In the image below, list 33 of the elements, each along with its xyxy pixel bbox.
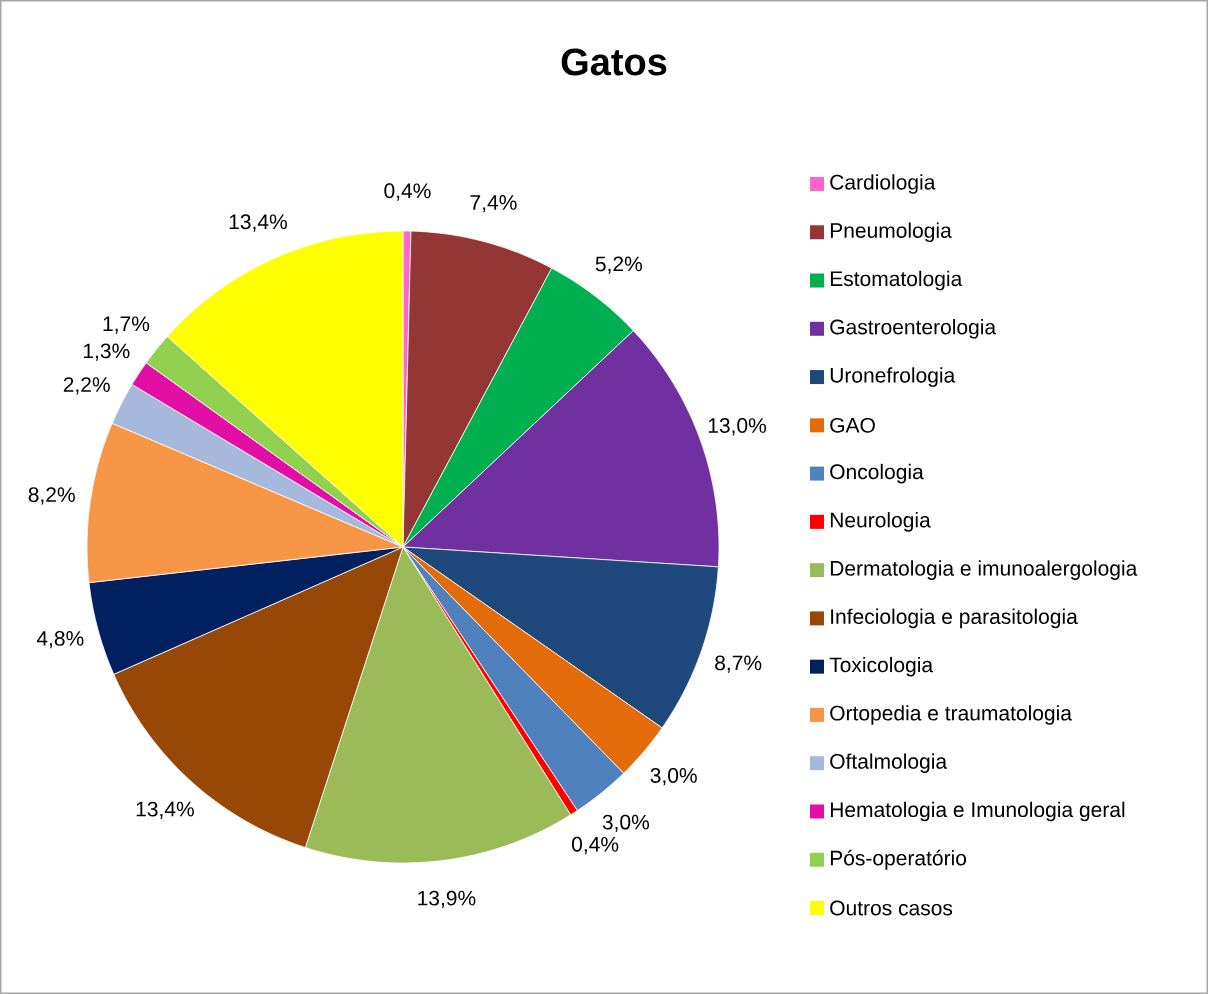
legend-label: Pós-operatório bbox=[830, 849, 967, 870]
data-label: 8,7% bbox=[715, 655, 762, 673]
data-label: 2,2% bbox=[63, 377, 110, 395]
data-label: 1,7% bbox=[103, 316, 150, 334]
data-label: 13,0% bbox=[708, 418, 767, 436]
data-label: 8,2% bbox=[28, 487, 75, 505]
legend-label: Dermatologia e imunoalergologia bbox=[830, 560, 1138, 580]
data-label: 3,0% bbox=[650, 768, 697, 786]
legend-label: Neurologia bbox=[830, 512, 931, 532]
legend-label: Pneumologia bbox=[830, 222, 952, 243]
legend-label: Cardiologia bbox=[830, 174, 936, 194]
legend-label: Uronefrologia bbox=[830, 367, 956, 387]
legend-label: Estomatologia bbox=[830, 270, 963, 291]
data-label: 0,4% bbox=[384, 183, 431, 201]
legend-label: Ortopedia e traumatologia bbox=[830, 705, 1072, 725]
data-label: 13,4% bbox=[136, 801, 194, 819]
data-label: 3,0% bbox=[602, 814, 650, 833]
legend-label: Toxicologia bbox=[829, 656, 934, 677]
legend-label: Hematologia e Imunologia geral bbox=[830, 801, 1125, 822]
data-label: 13,9% bbox=[418, 890, 476, 909]
data-label: 4,8% bbox=[36, 630, 84, 649]
legend-label: Outros casos bbox=[830, 900, 953, 916]
legend-label: GAO bbox=[830, 417, 875, 433]
data-label: 7,4% bbox=[470, 195, 517, 213]
data-label: 13,4% bbox=[229, 214, 287, 232]
data-label: 1,3% bbox=[83, 343, 130, 361]
chart-title: Gatos bbox=[561, 48, 667, 76]
data-label: 5,2% bbox=[595, 256, 643, 274]
legend-label: Infeciologia e parasitologia bbox=[831, 608, 1078, 629]
legend-label: Gastroenterologia bbox=[830, 319, 997, 339]
data-label: 0,4% bbox=[571, 836, 619, 855]
legend-label: Oncologia bbox=[830, 463, 924, 484]
legend-label: Oftalmologia bbox=[830, 753, 948, 773]
